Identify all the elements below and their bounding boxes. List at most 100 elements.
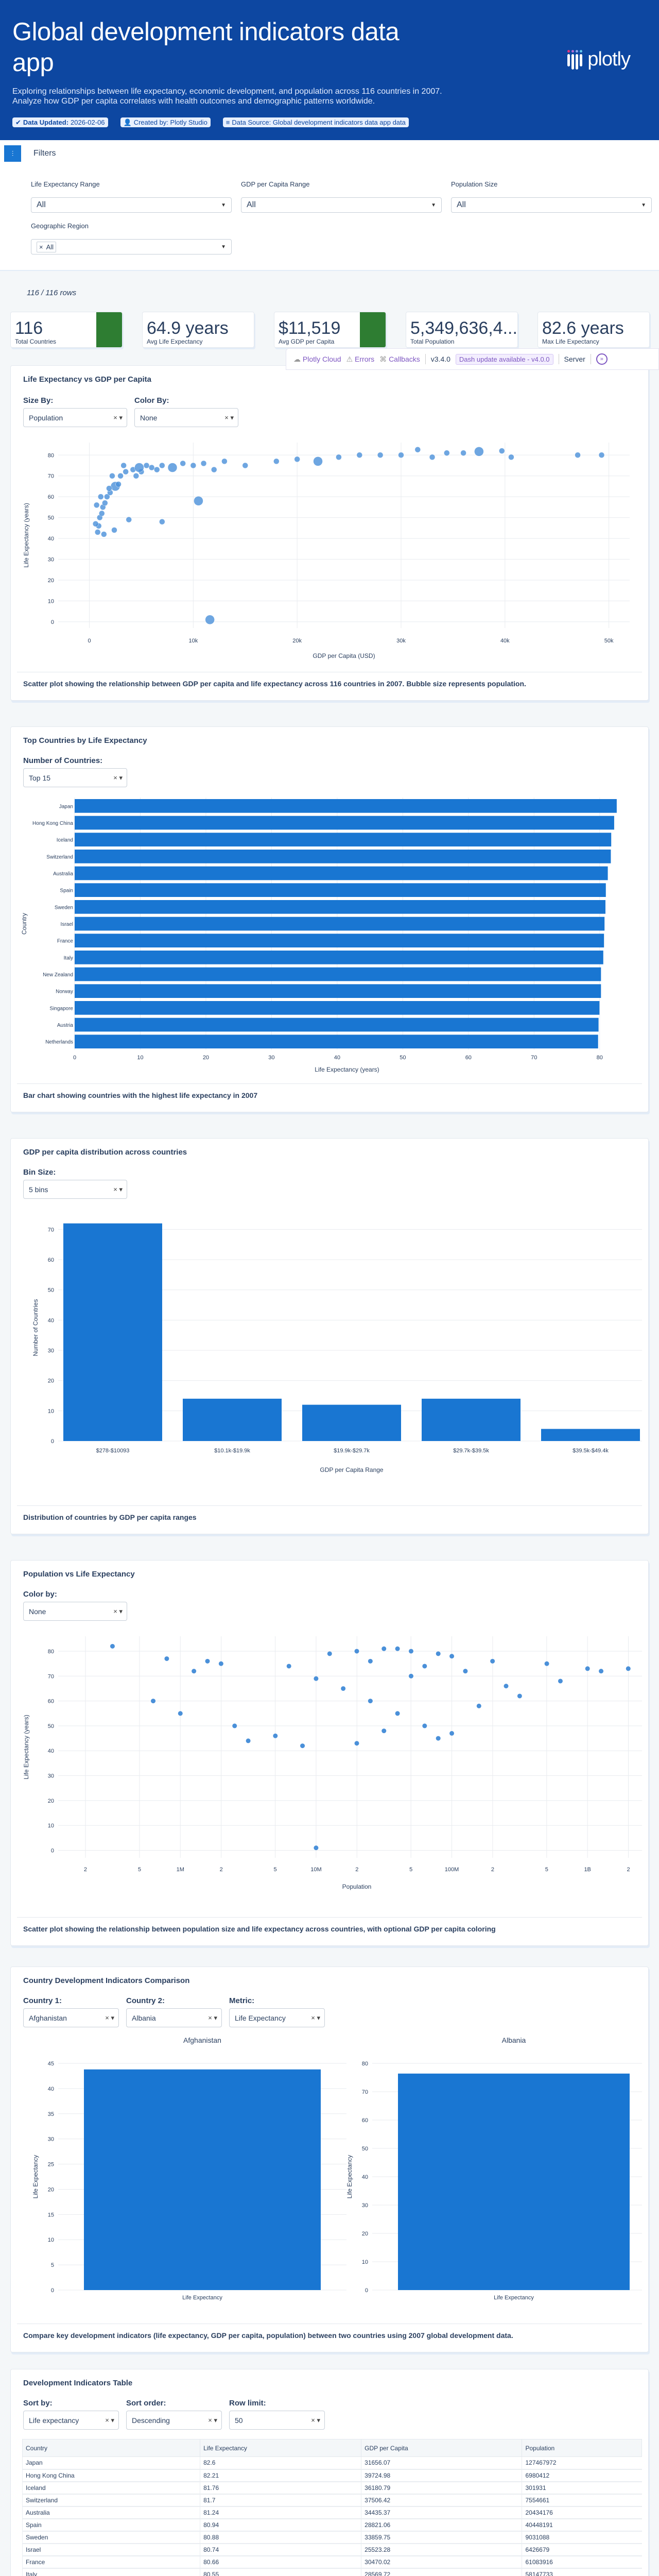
svg-text:Population: Population: [342, 1883, 372, 1890]
svg-text:GDP per Capita (USD): GDP per Capita (USD): [313, 652, 375, 659]
population-select[interactable]: All ▼: [451, 197, 652, 213]
chart-caption: Scatter plot showing the relationship be…: [17, 672, 642, 700]
page-title: Global development indicators data app: [12, 18, 400, 77]
data-source-badge: ≡ Data Source: Global development indicat…: [222, 117, 409, 127]
errors-button[interactable]: ⚠ Errors: [346, 354, 375, 363]
column-header[interactable]: Country: [22, 2439, 201, 2457]
bin-size-select[interactable]: 5 bins × ▾: [23, 1180, 127, 1199]
color-by-select[interactable]: None × ▾: [134, 408, 238, 427]
plotly-cloud-button[interactable]: ☁ Plotly Cloud: [293, 354, 341, 363]
svg-text:Life Expectancy: Life Expectancy: [346, 2155, 353, 2199]
filters-title: Filters: [33, 149, 56, 158]
svg-text:30: 30: [48, 1348, 54, 1354]
svg-text:60: 60: [362, 2117, 368, 2124]
chevron-down-icon: ▾: [317, 2416, 320, 2424]
clear-icon[interactable]: ×: [113, 1607, 117, 1615]
country-comparison-chart[interactable]: Afghanistan 0 5 10 15 20 25 30 35 40 45 Life Expect…: [17, 2027, 655, 2316]
table-cell: 81.7: [200, 2494, 361, 2507]
svg-text:30: 30: [48, 1773, 54, 1780]
scatter-gdp-life-chart[interactable]: 0 10 20 30 40 50 60 70 80 0 10k 20k 30k 40k 50k GDP per…: [17, 427, 642, 664]
indicators-table: Country Life Expectancy GDP per Capita Popu…: [22, 2439, 642, 2576]
number-of-countries-select[interactable]: Top 15 × ▾: [23, 768, 127, 787]
column-header[interactable]: GDP per Capita: [361, 2439, 523, 2457]
table-row: Iceland 81.76 36180.79 301931: [22, 2481, 642, 2495]
gdp-select[interactable]: All ▼: [241, 197, 442, 213]
life-expectancy-select[interactable]: All ▼: [31, 197, 232, 213]
chevron-down-icon: ▾: [119, 773, 123, 782]
clear-icon[interactable]: ×: [311, 2013, 315, 2022]
page-description: Exploring relationships between life exp…: [12, 87, 442, 106]
check-circle-icon: ✔: [15, 118, 21, 126]
clear-icon[interactable]: ×: [113, 413, 117, 421]
metric-select[interactable]: Life Expectancy × ▾: [229, 2008, 325, 2027]
svg-text:20: 20: [362, 2231, 368, 2237]
country-1-select[interactable]: Afghanistan × ▾: [23, 2008, 119, 2027]
sort-by-select[interactable]: Life expectancy × ▾: [23, 2411, 119, 2430]
svg-text:Switzerland: Switzerland: [46, 854, 73, 860]
table-row: France 80.66 30470.02 61083916: [22, 2555, 642, 2569]
callbacks-button[interactable]: ⌘ Callbacks: [379, 354, 420, 363]
table-cell: Japan: [22, 2456, 200, 2470]
table-cell: 36180.79: [361, 2481, 522, 2495]
clear-icon[interactable]: ×: [105, 2416, 109, 2424]
remove-tag-icon[interactable]: ×: [39, 243, 43, 251]
server-button[interactable]: Server: [564, 355, 585, 363]
data-updated-badge: ✔ Data Updated: 2026-02-06: [12, 117, 108, 127]
clear-icon[interactable]: ×: [208, 2416, 212, 2424]
svg-text:80: 80: [597, 1055, 603, 1061]
region-multiselect[interactable]: × All ▼: [31, 239, 232, 255]
svg-text:40: 40: [48, 536, 54, 542]
svg-text:Life Expectancy (years): Life Expectancy (years): [23, 503, 30, 567]
svg-text:10k: 10k: [188, 638, 198, 644]
svg-text:70: 70: [48, 473, 54, 480]
svg-text:Life Expectancy (years): Life Expectancy (years): [315, 1066, 379, 1073]
collapse-devtools-icon[interactable]: »: [596, 353, 608, 365]
chevron-down-icon: ▼: [221, 202, 226, 208]
svg-text:Life Expectancy: Life Expectancy: [182, 2295, 222, 2301]
table-cell: 82.21: [200, 2469, 361, 2482]
life-expectancy-filter: Life Expectancy Range All ▼: [31, 180, 232, 213]
clear-icon[interactable]: ×: [208, 2013, 212, 2022]
svg-text:Singapore: Singapore: [49, 1006, 73, 1011]
column-header[interactable]: Population: [522, 2439, 642, 2457]
clear-icon[interactable]: ×: [311, 2416, 315, 2424]
size-by-select[interactable]: Population × ▾: [23, 408, 127, 427]
gdp-distribution-card: GDP per capita distribution across count…: [10, 1138, 649, 1534]
svg-text:2: 2: [84, 1867, 87, 1873]
svg-text:40: 40: [48, 1317, 54, 1324]
table-cell: 61083916: [522, 2555, 642, 2569]
sliders-icon[interactable]: ⫶: [4, 145, 21, 162]
svg-text:30: 30: [48, 2137, 54, 2143]
table-cell: Australia: [22, 2506, 200, 2519]
color-by-select[interactable]: None × ▾: [23, 1602, 127, 1621]
region-tag[interactable]: × All: [37, 241, 57, 252]
svg-text:0: 0: [88, 638, 91, 644]
gdp-histogram-chart[interactable]: 0 10 20 30 40 50 60 70 $278-$10093 $10.1k-$19.9k $…: [17, 1199, 645, 1498]
svg-text:30k: 30k: [396, 638, 406, 644]
table-cell: 81.76: [200, 2481, 361, 2495]
update-available-badge[interactable]: Dash update available - v4.0.0: [455, 353, 553, 365]
chevron-down-icon: ▾: [214, 2013, 217, 2022]
svg-text:5: 5: [409, 1867, 412, 1873]
clear-icon[interactable]: ×: [113, 1185, 117, 1193]
svg-text:0: 0: [51, 619, 54, 625]
svg-text:Sweden: Sweden: [55, 905, 73, 910]
svg-text:40: 40: [48, 1748, 54, 1754]
svg-text:35: 35: [48, 2111, 54, 2117]
svg-text:Spain: Spain: [60, 888, 73, 894]
sort-order-select[interactable]: Descending × ▾: [126, 2411, 222, 2430]
row-limit-select[interactable]: 50 × ▾: [229, 2411, 325, 2430]
clear-icon[interactable]: ×: [224, 413, 229, 421]
top-countries-bar-chart[interactable]: 0 10 20 30 40 50 60 70 80 Japan Hong Kong China Ice…: [17, 787, 642, 1076]
table-cell: 39724.98: [361, 2469, 522, 2482]
chevron-down-icon: ▼: [221, 244, 226, 250]
table-cell: 28569.72: [361, 2568, 522, 2576]
clear-icon[interactable]: ×: [113, 773, 117, 782]
svg-text:70: 70: [531, 1055, 537, 1061]
clear-icon[interactable]: ×: [105, 2013, 109, 2022]
population-life-scatter-chart[interactable]: 0 10 20 30 40 50 60 70 80 2 5 1M 2 5 10M 2 5 100M 2 5 1B 2 Pop…: [17, 1621, 655, 1909]
country-2-select[interactable]: Albania × ▾: [126, 2008, 222, 2027]
svg-text:5: 5: [545, 1867, 548, 1873]
column-header[interactable]: Life Expectancy: [200, 2439, 362, 2457]
svg-text:2: 2: [491, 1867, 494, 1873]
